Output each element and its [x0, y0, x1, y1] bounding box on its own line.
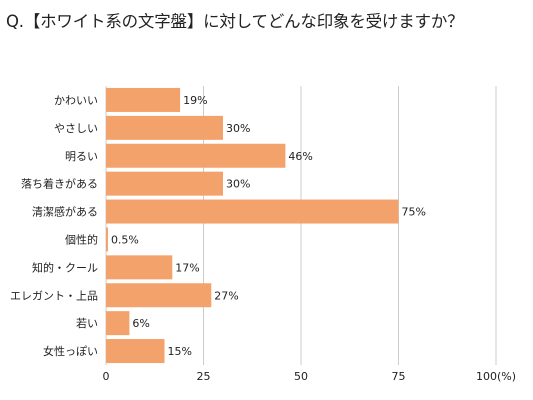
bar: [106, 143, 286, 168]
category-label: 若い: [76, 317, 98, 330]
x-tick-label: 75: [392, 370, 406, 383]
bar: [106, 255, 173, 280]
category-label: かわいい: [54, 94, 98, 107]
bar: [106, 115, 223, 140]
value-label: 6%: [132, 317, 149, 330]
bar: [106, 199, 399, 224]
x-tick-label: 50: [294, 370, 308, 383]
chart-title: Q.【ホワイト系の文字盤】に対してどんな印象を受けますか？: [6, 12, 464, 31]
x-axis-ticks: 0 25 50 75 100(%): [103, 370, 517, 383]
x-tick-label: 100(%): [476, 370, 516, 383]
value-label: 19%: [183, 94, 207, 107]
x-tick-label: 0: [103, 370, 110, 383]
value-labels: 19% 30% 46% 30% 75% 0.5% 17% 27% 6% 15%: [111, 94, 426, 358]
x-tick-label: 25: [197, 370, 211, 383]
category-label: 女性っぽい: [43, 344, 98, 358]
category-label: 落ち着きがある: [21, 177, 98, 191]
value-label: 30%: [226, 122, 250, 135]
category-label: エレガント・上品: [10, 289, 98, 302]
bars: [106, 87, 399, 364]
bar: [106, 311, 130, 336]
value-label: 0.5%: [111, 233, 139, 246]
value-label: 46%: [288, 150, 312, 163]
value-label: 17%: [175, 261, 199, 274]
category-label: やさしい: [54, 122, 98, 135]
category-label: 清潔感がある: [32, 205, 98, 219]
bar: [106, 283, 212, 308]
value-label: 15%: [168, 345, 192, 358]
category-label: 明るい: [65, 150, 98, 163]
category-labels: かわいいやさしい明るい落ち着きがある清潔感がある個性的知的・クールエレガント・上…: [10, 94, 98, 358]
bar: [106, 171, 223, 196]
category-label: 知的・クール: [32, 260, 98, 274]
value-label: 27%: [214, 289, 238, 302]
category-label: 個性的: [65, 232, 98, 246]
value-label: 30%: [226, 178, 250, 191]
bar: [106, 87, 181, 112]
bar: [106, 227, 108, 252]
bar: [106, 339, 165, 364]
value-label: 75%: [402, 206, 426, 219]
